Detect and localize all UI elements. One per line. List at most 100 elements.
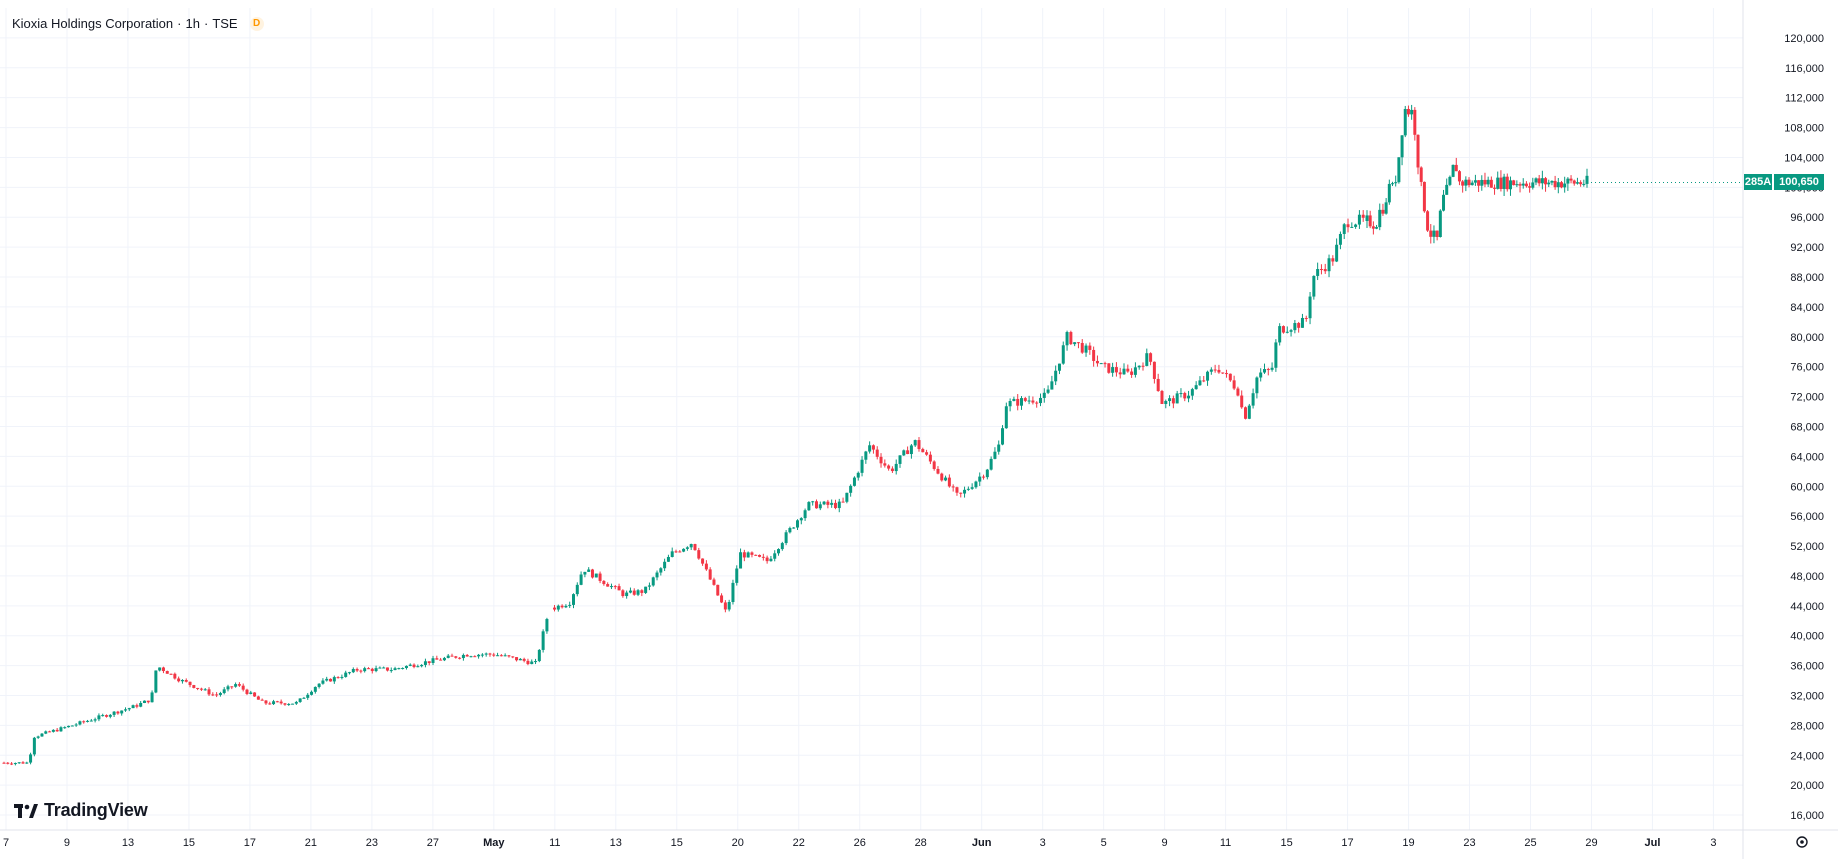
candle-body: [708, 569, 712, 580]
candle: [264, 700, 268, 705]
candle-body: [655, 572, 659, 578]
candle: [184, 678, 188, 683]
candle: [985, 468, 989, 480]
candle: [716, 584, 720, 596]
candle-body: [370, 668, 374, 672]
tradingview-logo[interactable]: TradingView: [14, 800, 148, 821]
candle: [1493, 184, 1497, 195]
candle: [272, 699, 276, 705]
candle-body: [1225, 373, 1229, 375]
candle-body: [1473, 180, 1477, 183]
candle: [1387, 179, 1391, 205]
candle: [1413, 107, 1417, 141]
candle: [894, 459, 898, 475]
candle-body: [427, 661, 431, 664]
candle: [1038, 393, 1042, 407]
interval-label[interactable]: 1h: [185, 16, 200, 31]
candle: [378, 666, 382, 669]
candle-body: [750, 552, 754, 555]
candle: [1454, 157, 1458, 172]
delayed-badge[interactable]: D: [249, 16, 264, 31]
candle-body: [488, 653, 492, 655]
candle: [275, 700, 279, 703]
candle: [283, 702, 287, 706]
candle-body: [1251, 393, 1255, 406]
candle: [1114, 362, 1118, 377]
candle-body: [1582, 183, 1586, 185]
candle-body: [970, 487, 974, 489]
candle-body: [36, 736, 40, 738]
candle-body: [997, 444, 1001, 452]
candle-body: [1262, 369, 1266, 373]
candle: [169, 673, 173, 675]
candle-body: [82, 721, 86, 723]
candle: [860, 456, 864, 477]
candle: [647, 582, 651, 591]
candle: [93, 717, 97, 723]
candle-body: [666, 556, 670, 562]
candle: [1550, 180, 1554, 186]
time-tick-label: 19: [1402, 837, 1414, 849]
candle: [518, 658, 522, 661]
time-axis[interactable]: 7 9 13 15 17 21 23 27 May 11 13 15 20 22 26 28 Jun 3 5 9 11 1…: [3, 837, 1717, 849]
candle-body: [1524, 183, 1528, 187]
candle-body: [674, 551, 678, 553]
candle-body: [67, 725, 71, 728]
candle: [1240, 390, 1244, 409]
candle-body: [917, 440, 921, 450]
candle: [10, 762, 14, 766]
candle: [1297, 321, 1301, 333]
candle-body: [526, 660, 530, 665]
candle-body: [902, 450, 906, 456]
candle-body: [640, 590, 644, 593]
candle: [313, 686, 317, 694]
candle-body: [306, 694, 310, 698]
candle-body: [469, 656, 473, 658]
candle: [545, 617, 549, 634]
candle-body: [982, 476, 986, 478]
candle: [1448, 175, 1452, 187]
candle: [1394, 175, 1398, 187]
candle-body: [450, 655, 454, 657]
settings-gear-icon[interactable]: [1796, 836, 1808, 848]
candle: [590, 568, 594, 579]
candle: [389, 667, 393, 673]
candle-body: [188, 681, 192, 686]
candle: [1084, 343, 1088, 357]
candle: [351, 667, 355, 674]
time-tick-label: 9: [64, 837, 70, 849]
candle-body: [1126, 368, 1130, 372]
candle-body: [2, 762, 6, 764]
candle: [44, 730, 48, 735]
candle: [142, 700, 146, 704]
candle-body: [503, 655, 507, 657]
candle-body: [184, 680, 188, 682]
time-tick-label: 21: [305, 837, 317, 849]
candle-body: [1585, 175, 1589, 184]
candle: [811, 500, 815, 506]
candle-body: [1550, 180, 1554, 183]
candle-body: [1046, 389, 1050, 393]
candle: [332, 675, 336, 684]
candle: [902, 449, 906, 456]
symbol-name[interactable]: Kioxia Holdings Corporation: [12, 16, 174, 31]
candle: [1357, 210, 1361, 229]
candle-body: [830, 502, 834, 505]
candle: [875, 446, 879, 460]
candle-body: [1486, 179, 1490, 185]
candle-body: [1559, 182, 1563, 188]
candle: [401, 667, 405, 670]
candle-body: [636, 590, 640, 595]
candle-body: [17, 762, 21, 764]
candle-body: [697, 550, 701, 559]
price-axis[interactable]: 16,000 20,000 24,000 28,000 32,000 36,000 40,0…: [1784, 33, 1824, 822]
candle-body: [803, 510, 807, 519]
candle: [1118, 367, 1122, 379]
candle: [613, 585, 617, 590]
candle: [1179, 388, 1183, 398]
candle: [237, 682, 241, 687]
candle-body: [731, 582, 735, 603]
candle-body: [788, 528, 792, 533]
candle-body: [1579, 182, 1583, 185]
